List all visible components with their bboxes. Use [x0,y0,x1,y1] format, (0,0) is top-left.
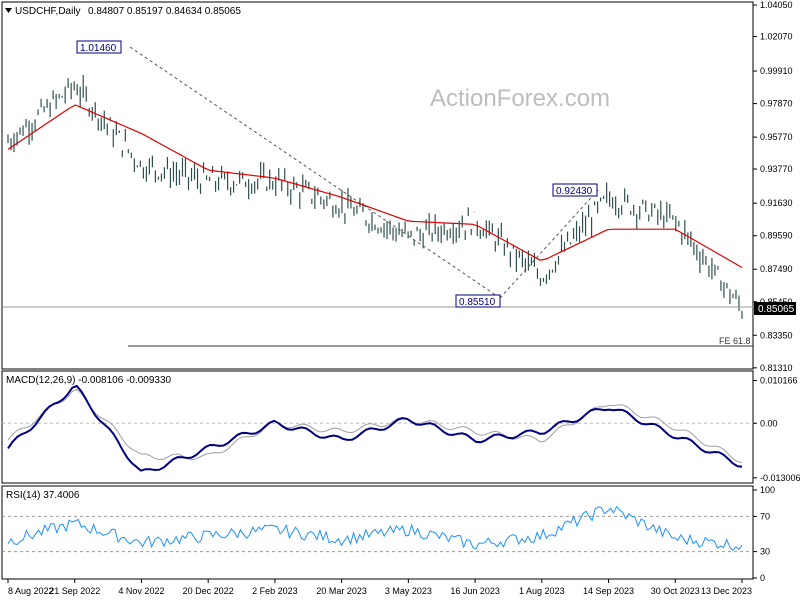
macd-panel [1,370,754,484]
mid-high-label: 0.92430 [556,186,593,197]
price-tick-label: 0.93770 [760,164,793,174]
watermark: ActionForex.com [430,85,610,112]
macd-lines [7,384,743,472]
rsi-tick-label: 0 [760,573,765,583]
macd-tick-label: 0.00 [760,418,778,428]
current-price-tag [754,302,796,315]
price-tick-label: 0.89590 [760,231,793,241]
sma-path [7,104,743,269]
rsi-tick-label: 30 [760,547,770,557]
rsi-line [7,505,743,552]
x-tick-label: 20 Dec 2022 [183,586,234,596]
ohlc-readout: 0.84807 0.85197 0.84634 0.85065 [88,6,241,17]
price-tick-label: 0.81310 [760,363,793,373]
price-panel [1,1,754,370]
rsi-tick-label: 100 [760,485,775,495]
guide-lines [2,46,753,347]
macd-main-line [7,384,743,472]
x-tick-label: 14 Sep 2023 [583,586,634,596]
dashed-trend-line [129,46,501,299]
rsi-label: RSI(14) 37.4006 [6,490,80,501]
macd-signal-line [7,388,743,463]
macd-axis: 0.010166 0.00 -0.013006 [2,376,800,483]
x-tick-label: 4 Nov 2022 [118,586,164,596]
x-tick-label: 1 Aug 2023 [519,586,565,596]
symbol-label: USDCHF,Daily [15,6,81,17]
price-bars [7,74,743,319]
price-tick-label: 0.83350 [760,330,793,340]
sma-line [7,104,743,269]
x-tick-label: 13 Dec 2023 [701,586,752,596]
high-label-box [76,40,122,54]
fe-label: FE 61.8 [719,336,751,346]
macd-tick-label: 0.010166 [760,376,798,386]
macd-label: MACD(12,26,9) -0.008106 -0.009330 [6,375,172,386]
rsi-axis: 100 70 30 0 [2,485,775,583]
x-tick-label: 30 Oct 2023 [651,586,700,596]
price-tick-label: 0.97870 [760,99,793,109]
price-axis: 1.04050 1.02070 0.99910 0.97870 0.95770 0.937… [753,0,793,373]
current-price-value: 0.85065 [758,304,795,315]
rsi-path [7,505,743,552]
mid-high-label-box [552,183,598,197]
price-tick-label: 0.87490 [760,264,793,274]
price-tick-label: 0.91630 [760,198,793,208]
x-tick-label: 3 May 2023 [385,586,432,596]
x-tick-label: 20 Mar 2023 [316,586,367,596]
low-label-box [455,294,501,308]
price-tick-label: 1.02070 [760,32,793,42]
price-tick-label: 0.99910 [760,66,793,76]
dashed-trend-line [499,189,599,299]
x-tick-label: 2 Feb 2023 [252,586,298,596]
x-tick-label: 16 Jun 2023 [450,586,500,596]
price-tick-label: 0.85450 [760,297,793,307]
price-tick-label: 1.04050 [760,0,793,10]
high-label: 1.01460 [80,43,117,54]
rsi-tick-label: 70 [760,511,770,521]
x-tick-label: 21 Sep 2022 [49,586,100,596]
collapse-arrow-icon[interactable] [5,8,12,13]
low-label: 0.85510 [459,297,496,308]
price-tick-label: 0.95770 [760,132,793,142]
x-tick-label: 8 Aug 2022 [8,586,54,596]
macd-tick-label: -0.013006 [760,473,800,483]
